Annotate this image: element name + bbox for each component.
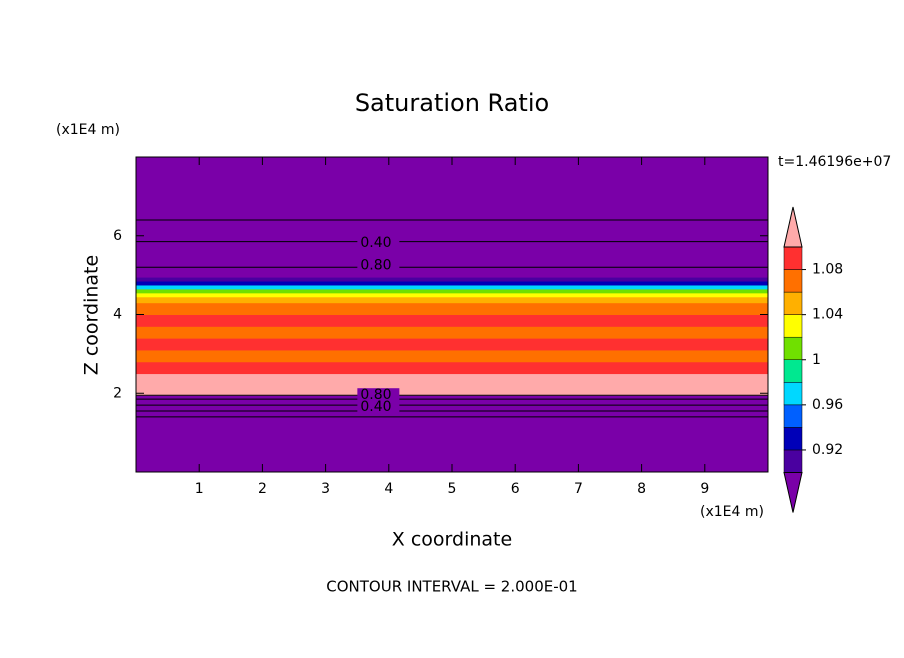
field-band <box>136 314 768 327</box>
field-band <box>136 296 768 304</box>
field-band <box>136 281 768 286</box>
colorbar-bin <box>783 449 803 473</box>
x-tick-label: 1 <box>195 481 204 497</box>
x-unit: (x1E4 m) <box>700 504 764 520</box>
field-band <box>136 284 768 290</box>
y-axis-label: Z coordinate <box>81 255 103 375</box>
contour-label-bg <box>357 258 400 273</box>
field-band <box>136 349 768 363</box>
footer: CONTOUR INTERVAL = 2.000E-01 <box>326 578 577 596</box>
x-tick-label: 4 <box>384 481 393 497</box>
contour-label-bg <box>357 235 400 250</box>
colorbar-tick-label: 1 <box>812 352 821 368</box>
colorbar-tick-label: 1.04 <box>812 307 843 323</box>
x-axis-label: X coordinate <box>392 529 512 551</box>
colorbar-bin <box>783 269 803 293</box>
field-band <box>136 391 768 396</box>
y-unit: (x1E4 m) <box>56 122 120 138</box>
colorbar-bin <box>783 246 803 270</box>
contour-label: 0.80 <box>360 258 391 274</box>
x-tick-label: 5 <box>448 481 457 497</box>
x-tick-label: 6 <box>511 481 520 497</box>
field-band <box>136 292 768 298</box>
x-tick-label: 8 <box>637 481 646 497</box>
contour-label: 0.40 <box>360 399 391 415</box>
chart-title: Saturation Ratio <box>355 89 549 117</box>
colorbar-bin <box>783 314 803 338</box>
field-band <box>136 338 768 351</box>
time-label: t=1.46196e+07 <box>778 154 891 170</box>
colorbar-bin <box>783 359 803 383</box>
colorbar-under <box>783 472 803 513</box>
colorbar-bin <box>783 404 803 428</box>
colorbar-bin <box>783 427 803 451</box>
y-tick-label: 2 <box>113 385 122 401</box>
contour-label: 0.80 <box>360 387 391 403</box>
x-tick-label: 9 <box>700 481 709 497</box>
field-band <box>136 277 768 282</box>
x-tick-label: 2 <box>258 481 267 497</box>
field-band <box>136 361 768 375</box>
field-band <box>136 395 768 473</box>
field-band <box>136 302 768 315</box>
x-tick-label: 3 <box>321 481 330 497</box>
field-band <box>136 326 768 339</box>
contour-label-bg <box>357 400 400 415</box>
field-band <box>136 288 768 294</box>
contour-label-bg <box>357 388 400 403</box>
colorbar-bin <box>783 336 803 361</box>
colorbar-tick-label: 0.96 <box>812 397 843 413</box>
y-tick-label: 6 <box>113 228 122 244</box>
x-tick-label: 7 <box>574 481 583 497</box>
field-band <box>136 373 768 392</box>
contour-label: 0.40 <box>360 235 391 251</box>
field-band <box>136 157 768 278</box>
colorbar-tick-label: 1.08 <box>812 262 843 278</box>
colorbar-bin <box>783 291 803 315</box>
y-tick-label: 4 <box>113 307 122 323</box>
colorbar-bin <box>783 382 803 406</box>
colorbar-tick-label: 0.92 <box>812 442 843 458</box>
colorbar-over <box>783 206 803 248</box>
